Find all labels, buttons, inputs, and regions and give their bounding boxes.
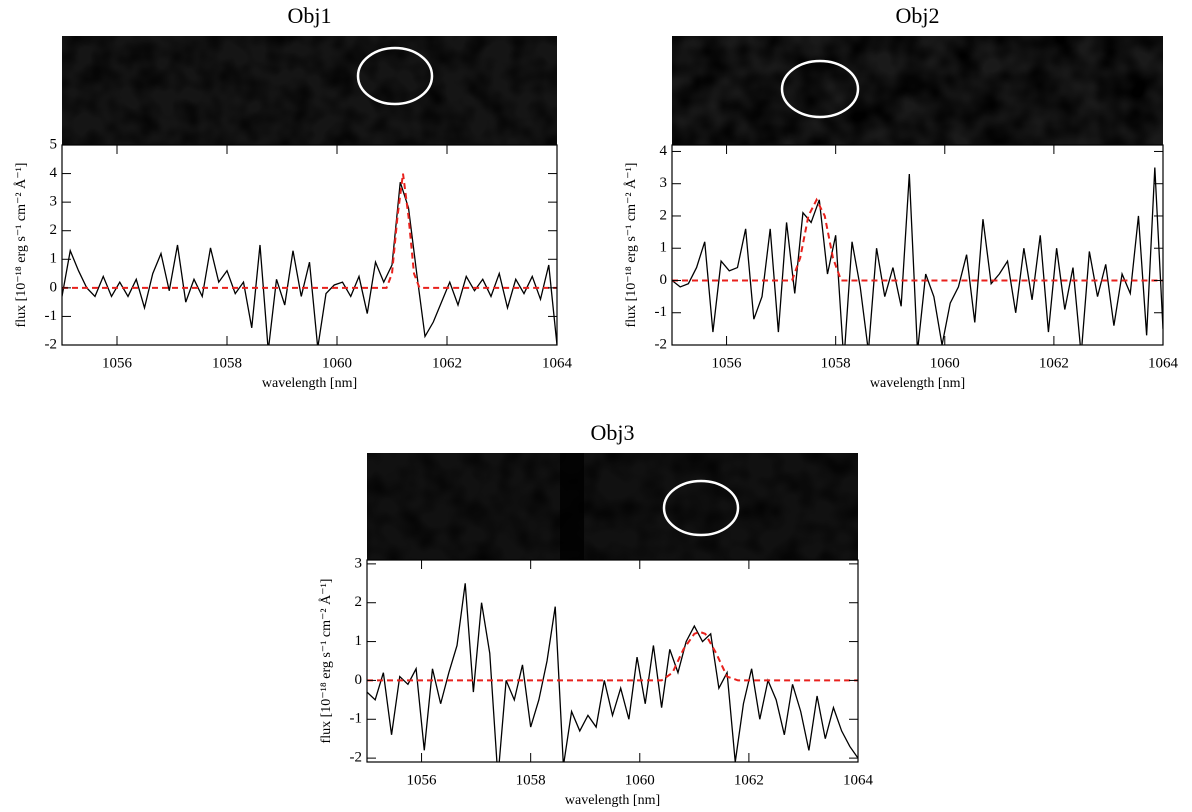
image-obj1 bbox=[62, 36, 557, 145]
x-tick-label: 1064 bbox=[542, 355, 573, 371]
x-axis-label: wavelength [nm] bbox=[262, 376, 357, 391]
x-tick-label: 1062 bbox=[734, 772, 764, 788]
image-obj2 bbox=[672, 36, 1163, 145]
y-tick-label: -1 bbox=[350, 711, 363, 727]
y-tick-label: 3 bbox=[50, 194, 58, 210]
y-tick-label: 4 bbox=[50, 165, 58, 181]
y-axis-label: flux [10⁻¹⁸ erg s⁻¹ cm⁻² Å⁻¹] bbox=[13, 163, 29, 328]
y-tick-label: 0 bbox=[355, 672, 363, 688]
x-tick-label: 1058 bbox=[516, 772, 546, 788]
y-tick-label: 1 bbox=[50, 251, 58, 267]
y-tick-label: -1 bbox=[45, 308, 58, 324]
spectrum-line bbox=[672, 167, 1163, 345]
spectrum-line bbox=[367, 583, 858, 762]
y-tick-label: -2 bbox=[655, 336, 668, 352]
x-axis-label: wavelength [nm] bbox=[870, 376, 965, 391]
plot-frame bbox=[61, 144, 558, 346]
x-tick-label: 1060 bbox=[930, 355, 960, 371]
chart-title: Obj3 bbox=[591, 420, 635, 445]
plot-frame bbox=[366, 559, 859, 763]
x-tick-label: 1064 bbox=[1148, 355, 1179, 371]
y-tick-label: 2 bbox=[355, 594, 363, 610]
chart-title: Obj1 bbox=[288, 3, 332, 28]
image-obj3 bbox=[367, 453, 858, 560]
y-tick-label: 1 bbox=[660, 240, 668, 256]
x-tick-label: 1058 bbox=[212, 355, 242, 371]
fit-line bbox=[672, 197, 1163, 282]
x-tick-label: 1060 bbox=[322, 355, 352, 371]
y-axis-label: flux [10⁻¹⁸ erg s⁻¹ cm⁻² Å⁻¹] bbox=[318, 579, 334, 744]
y-tick-label: 3 bbox=[660, 175, 668, 191]
plot-frame bbox=[671, 144, 1164, 346]
x-tick-label: 1064 bbox=[843, 772, 874, 788]
fit-line bbox=[367, 630, 858, 682]
fit-line bbox=[62, 173, 557, 289]
y-tick-label: -2 bbox=[350, 750, 363, 766]
y-tick-label: 2 bbox=[660, 207, 668, 223]
y-tick-label: 1 bbox=[355, 633, 363, 649]
y-tick-label: 0 bbox=[50, 279, 58, 295]
x-tick-label: 1056 bbox=[407, 772, 438, 788]
x-tick-label: 1058 bbox=[821, 355, 851, 371]
x-tick-label: 1056 bbox=[102, 355, 133, 371]
x-tick-label: 1062 bbox=[1039, 355, 1069, 371]
y-tick-label: 0 bbox=[660, 272, 668, 288]
y-tick-label: 2 bbox=[50, 222, 58, 238]
x-tick-label: 1060 bbox=[625, 772, 655, 788]
y-axis-label: flux [10⁻¹⁸ erg s⁻¹ cm⁻² Å⁻¹] bbox=[623, 163, 639, 328]
chart-title: Obj2 bbox=[896, 3, 940, 28]
x-tick-label: 1056 bbox=[712, 355, 743, 371]
y-tick-label: 5 bbox=[50, 136, 58, 152]
y-tick-label: -2 bbox=[45, 336, 58, 352]
spectrum-line bbox=[62, 181, 557, 345]
y-tick-label: 4 bbox=[660, 143, 668, 159]
x-tick-label: 1062 bbox=[432, 355, 462, 371]
y-tick-label: -1 bbox=[655, 304, 668, 320]
x-axis-label: wavelength [nm] bbox=[565, 793, 660, 808]
y-tick-label: 3 bbox=[355, 555, 363, 571]
